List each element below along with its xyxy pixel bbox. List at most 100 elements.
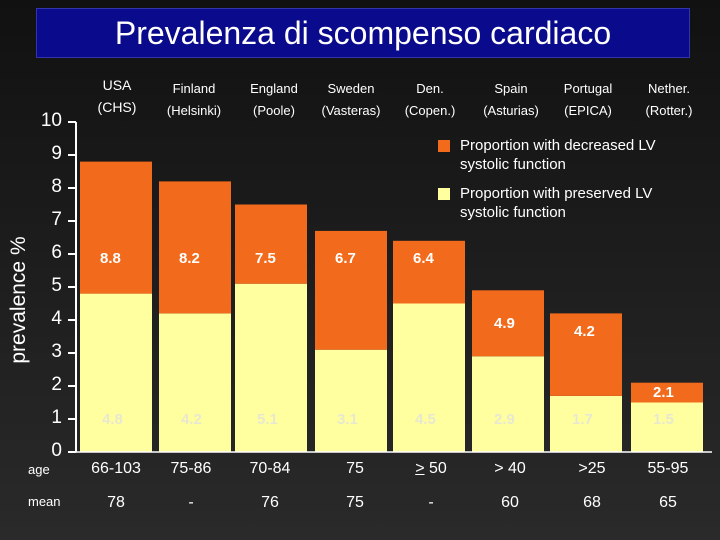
mean-age-cell: 65 [659, 494, 677, 511]
bars-group [80, 161, 703, 452]
country-name: Nether. [648, 81, 690, 96]
mean-age-cell: - [428, 494, 434, 511]
country-study: (Poole) [253, 103, 295, 118]
country-study: (Vasteras) [321, 103, 381, 118]
country-header-finland: Finland (Helsinki) [151, 78, 237, 122]
country-header-sweden: Sweden (Vasteras) [308, 78, 394, 122]
mean-age-cell: 60 [501, 494, 519, 511]
mean-age-cell: 75 [346, 494, 364, 511]
age-range-cell: > 50 [415, 460, 447, 477]
legend-swatch-decreased [438, 140, 450, 152]
country-name: Portugal [563, 81, 613, 96]
bar-decreased [550, 313, 622, 396]
country-header-denmark: Den. (Copen.) [387, 78, 473, 122]
preserved-value-label: 5.1 [257, 411, 278, 428]
country-header-portugal: Portugal (EPICA) [545, 78, 631, 122]
y-tick-label: 6 [51, 242, 62, 263]
country-name: England [250, 81, 298, 96]
total-value-label: 4.2 [574, 323, 595, 340]
y-tick-label: 2 [51, 374, 62, 395]
total-value-label: 8.2 [179, 250, 200, 267]
country-header-england: England (Poole) [231, 78, 317, 122]
legend-label-decreased: Proportion with decreased LV systolic fu… [460, 137, 656, 173]
legend-label-preserved: Proportion with preserved LV systolic fu… [460, 185, 653, 221]
country-study: (EPICA) [564, 103, 612, 118]
bar-decreased [235, 204, 307, 284]
country-name: Sweden [327, 81, 375, 96]
preserved-value-label: 4.2 [181, 411, 202, 428]
age-range-cell: 66-103 [91, 460, 141, 477]
age-row-label: age [28, 462, 50, 477]
mean-age-cell: 76 [261, 494, 279, 511]
y-tick-label: 0 [51, 440, 62, 461]
country-name: Finland [172, 81, 216, 96]
country-name: USA [102, 77, 132, 93]
bar-decreased [315, 230, 387, 350]
y-axis [68, 121, 712, 453]
age-range-cell: >25 [578, 460, 606, 477]
legend-swatch-preserved [438, 188, 450, 200]
bar-stack [472, 290, 544, 452]
preserved-value-label: 3.1 [337, 411, 358, 428]
bar-stack [159, 181, 231, 452]
bar-stack [315, 230, 387, 452]
preserved-value-label: 4.5 [415, 411, 436, 428]
preserved-value-label: 1.5 [653, 411, 674, 428]
legend-item-decreased: Proportion with decreased LV systolic fu… [438, 136, 680, 174]
bar-preserved [631, 402, 703, 452]
total-value-label: 6.7 [335, 250, 356, 267]
bar-stack [550, 313, 622, 452]
bar-decreased [472, 290, 544, 357]
y-tick-label: 4 [51, 308, 62, 329]
bar-preserved [550, 395, 622, 452]
preserved-value-label: 4.8 [102, 411, 123, 428]
y-tick-label: 7 [51, 209, 62, 230]
bar-decreased [159, 181, 231, 314]
total-value-label: 8.8 [100, 250, 121, 267]
total-value-label: 2.1 [653, 384, 674, 401]
bar-decreased [80, 161, 152, 294]
age-range-cell: 75 [346, 460, 364, 477]
y-tick-label: 1 [51, 407, 62, 428]
country-name: Den. [416, 81, 444, 96]
bar-preserved [315, 349, 387, 452]
bar-preserved [80, 293, 152, 452]
age-range-cell: 55-95 [647, 460, 689, 477]
total-value-label: 4.9 [494, 315, 515, 332]
country-study: (Copen.) [404, 103, 456, 118]
country-study: (Helsinki) [166, 103, 222, 118]
bar-stack [393, 240, 465, 452]
bar-decreased [631, 382, 703, 403]
mean-age-cell: - [188, 494, 194, 511]
preserved-value-label: 2.9 [494, 411, 515, 428]
legend-item-preserved: Proportion with preserved LV systolic fu… [438, 184, 680, 222]
country-name: Spain [494, 81, 528, 96]
y-tick-label: 8 [51, 176, 62, 197]
y-tick-label: 9 [51, 143, 62, 164]
total-value-label: 6.4 [413, 250, 434, 267]
mean-age-cell: 78 [107, 494, 125, 511]
bar-stack [80, 161, 152, 452]
bar-preserved [393, 303, 465, 452]
title-banner: Prevalenza di scompenso cardiaco [36, 8, 690, 58]
preserved-value-label: 1.7 [572, 411, 593, 428]
mean-age-cell: 68 [583, 494, 601, 511]
chart-title: Prevalenza di scompenso cardiaco [114, 14, 612, 51]
age-range-cell: 75-86 [170, 460, 212, 477]
total-value-label: 7.5 [255, 250, 276, 267]
country-header-netherlands: Nether. (Rotter.) [626, 78, 712, 122]
bar-preserved [159, 313, 231, 452]
y-tick-label: 5 [51, 275, 62, 296]
bar-preserved [472, 356, 544, 452]
y-tick-label: 10 [40, 110, 62, 131]
country-header-usa: USA (CHS) [74, 74, 160, 118]
country-header-spain: Spain (Asturias) [468, 78, 554, 122]
bar-preserved [235, 283, 307, 452]
bar-stack [235, 204, 307, 452]
country-study: (CHS) [97, 99, 137, 115]
bar-decreased [393, 240, 465, 304]
country-study: (Rotter.) [645, 103, 693, 118]
bar-stack [631, 382, 703, 452]
age-range-cell: > 40 [494, 460, 526, 477]
